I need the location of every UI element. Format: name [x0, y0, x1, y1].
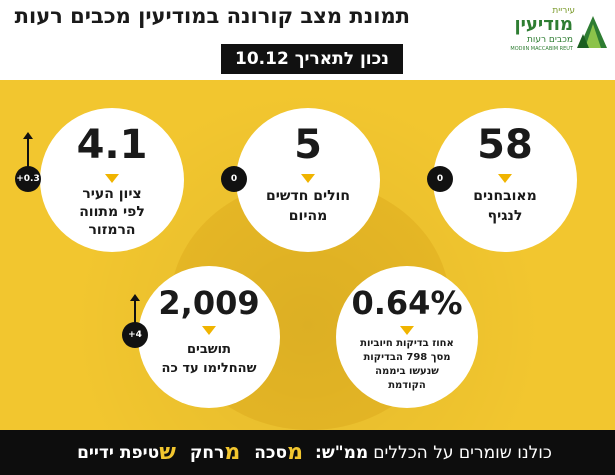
footer-distance-word: רחק — [189, 442, 225, 463]
stat-value-city-score: 4.1 — [76, 122, 148, 168]
stat-label-positive-rate-line1: אחוז בדיקות חיוביות — [360, 338, 454, 349]
stat-label-positive-rate-line2: מסך 798 הבדיקות — [363, 352, 451, 363]
header: תמונת מצב קורונה במודיעין מכבים רעות נכו… — [0, 0, 615, 80]
change-chip-recovered: +4 — [122, 322, 148, 348]
down-triangle-icon — [400, 326, 414, 335]
change-chip-city-score: +0.3 — [15, 166, 41, 192]
footer-hygiene-word: טיפת ידיים — [77, 442, 160, 463]
logo-english-name: MODIIN MACCABIM REUT — [510, 46, 573, 52]
stat-label-recovered-line1: תושבים — [186, 342, 231, 357]
up-arrow-icon — [130, 294, 140, 324]
footer-distance-letter: מ — [224, 440, 241, 465]
footer-banner: כולנו שומרים על הכללים ממ"ש: מ סכה מ רחק ש… — [0, 430, 615, 475]
stat-label-new-patients-line2: מהיום — [288, 208, 328, 224]
stat-label-city-score-line2: לפי מתווה — [79, 204, 145, 220]
logo-emblem-icon — [577, 16, 607, 48]
stat-value-diagnosed: 58 — [477, 122, 533, 168]
stat-circle-recovered: 2,009 תושבים שהחלימו עד כה — [138, 266, 280, 408]
municipality-logo: עיריית מודיעין מכבים רעות MODIIN MACCABI… — [510, 6, 609, 52]
stat-circle-diagnosed: 58 מאובחנים לנגיף — [433, 108, 577, 252]
stat-label-new-patients-line1: חולים חדשים — [266, 188, 350, 204]
down-triangle-icon — [202, 326, 216, 335]
stat-value-new-patients: 5 — [294, 122, 322, 168]
footer-mask-letter: מ — [287, 440, 304, 465]
footer-mask-word: סכה — [254, 442, 288, 463]
stat-value-recovered: 2,009 — [158, 284, 260, 322]
stat-label-positive-rate-line4: הקודמת — [388, 380, 426, 391]
page-title: תמונת מצב קורונה במודיעין מכבים רעות — [14, 4, 410, 28]
stat-label-positive-rate-line3: שנעשו ביממה — [375, 366, 439, 377]
change-chip-diagnosed: 0 — [427, 166, 453, 192]
stat-label-diagnosed-line2: לנגיף — [487, 208, 523, 224]
change-chip-new-patients: 0 — [221, 166, 247, 192]
stat-label-diagnosed-line1: מאובחנים — [473, 188, 537, 204]
date-badge: נכון לתאריך 10.12 — [221, 44, 403, 74]
stats-panel: 58 מאובחנים לנגיף 0 5 חולים חדשים מהיום … — [0, 80, 615, 430]
footer-intro: כולנו שומרים על הכללים — [373, 442, 552, 463]
logo-city-name: מודיעין — [514, 14, 573, 35]
stat-value-positive-rate: 0.64% — [351, 284, 463, 322]
footer-hygiene-letter: ש — [159, 440, 176, 465]
logo-city-subname: מכבים רעות — [526, 35, 573, 45]
stat-label-recovered-line2: שהחלימו עד כה — [161, 361, 257, 376]
stat-label-city-score-line3: הרמזור — [88, 222, 136, 238]
down-triangle-icon — [105, 174, 119, 183]
stat-label-city-score-line1: ציון העיר — [82, 186, 142, 202]
stat-circle-new-patients: 5 חולים חדשים מהיום — [236, 108, 380, 252]
footer-rules-title: ממ"ש: — [315, 442, 369, 463]
logo-prefix: עיריית — [552, 6, 575, 16]
down-triangle-icon — [498, 174, 512, 183]
up-arrow-icon — [23, 132, 33, 168]
stat-circle-city-score: 4.1 ציון העיר לפי מתווה הרמזור — [40, 108, 184, 252]
down-triangle-icon — [301, 174, 315, 183]
stat-circle-positive-rate: 0.64% אחוז בדיקות חיוביות מסך 798 הבדיקו… — [336, 266, 478, 408]
